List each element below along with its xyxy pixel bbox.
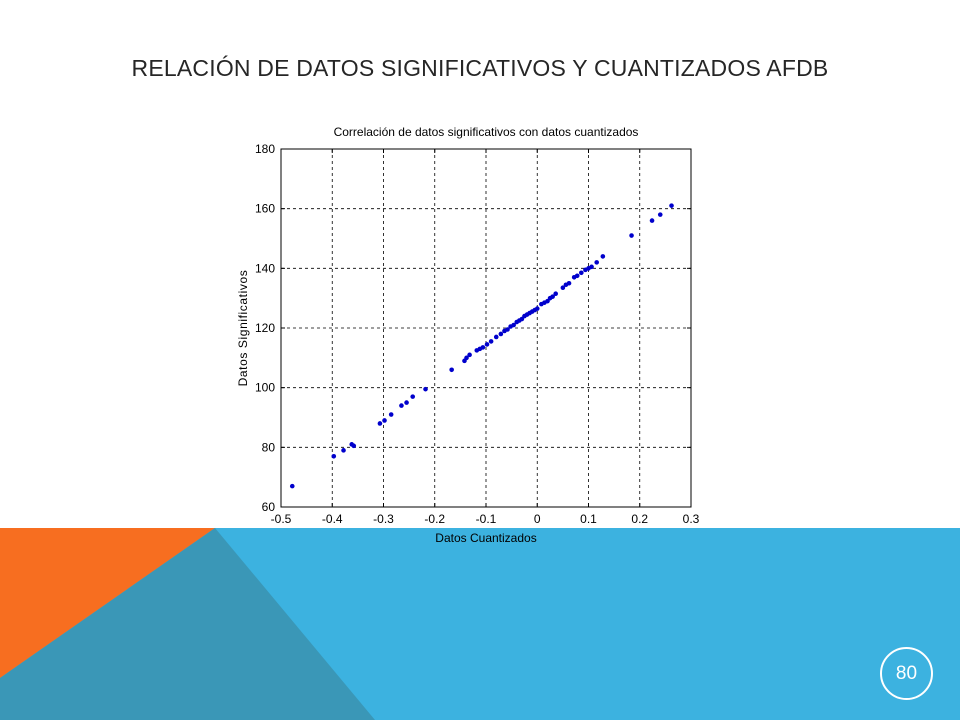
data-point: [331, 453, 337, 459]
y-axis-label: Datos Significativos: [236, 270, 250, 387]
data-point: [423, 386, 428, 392]
x-tick-label: 0.3: [683, 512, 700, 526]
x-tick-label: -0.4: [322, 512, 343, 526]
data-point: [404, 400, 409, 405]
data-point: [449, 367, 454, 373]
page-number-badge: 80: [880, 647, 933, 700]
data-point: [467, 352, 472, 358]
data-point: [289, 483, 295, 489]
data-point: [410, 394, 416, 399]
data-point: [493, 334, 499, 340]
data-point: [669, 203, 674, 208]
data-point: [480, 345, 486, 350]
y-tick-label: 140: [255, 261, 275, 275]
data-points: [289, 203, 674, 489]
data-point: [553, 291, 558, 296]
dark-blue-triangle: [0, 528, 375, 720]
data-point: [560, 285, 566, 291]
data-point: [484, 342, 490, 347]
slide-title: RELACIÓN DE DATOS SIGNIFICATIVOS Y CUANT…: [131, 55, 829, 81]
decorative-background: [0, 528, 960, 720]
data-point: [505, 327, 510, 332]
data-point: [399, 403, 404, 408]
data-point: [649, 218, 655, 223]
x-tick-label: -0.5: [271, 512, 292, 526]
x-tick-label: 0: [534, 512, 541, 526]
x-tick-label: 0.2: [631, 512, 648, 526]
y-tick-label: 160: [255, 202, 275, 216]
chart-title: Correlación de datos significativos con …: [334, 125, 639, 139]
data-point: [574, 273, 580, 279]
data-point: [488, 339, 494, 344]
data-point: [388, 412, 394, 417]
scatter-chart: Correlación de datos significativos con …: [236, 125, 700, 545]
data-point: [519, 316, 525, 322]
data-point: [498, 331, 504, 337]
data-point: [534, 306, 540, 311]
data-point: [377, 421, 383, 426]
data-point: [351, 443, 357, 449]
data-point: [629, 233, 634, 238]
y-tick-label: 180: [255, 142, 275, 156]
y-tick-label: 80: [262, 440, 276, 454]
data-point: [341, 448, 346, 453]
data-point: [589, 264, 594, 270]
data-point: [566, 280, 572, 286]
data-point: [657, 212, 663, 217]
y-tick-label: 120: [255, 321, 275, 335]
x-tick-label: -0.3: [373, 512, 394, 526]
grid-lines: [281, 149, 691, 507]
x-axis-label: Datos Cuantizados: [435, 531, 536, 545]
axis-ticks: -0.5 -0.4 -0.3 -0.2 -0.1 0 0.1 0.2 0.3 60 80 100 120…: [255, 142, 700, 526]
data-point: [579, 270, 584, 276]
data-point: [600, 254, 606, 259]
x-tick-label: 0.1: [580, 512, 597, 526]
data-point: [464, 355, 469, 361]
x-tick-label: -0.2: [424, 512, 445, 526]
data-point: [594, 260, 599, 265]
data-point: [545, 298, 550, 304]
data-point: [382, 418, 387, 423]
data-point: [550, 294, 555, 299]
x-tick-label: -0.1: [476, 512, 497, 526]
data-point: [511, 322, 516, 328]
y-tick-label: 100: [255, 381, 275, 395]
y-tick-label: 60: [262, 500, 276, 514]
